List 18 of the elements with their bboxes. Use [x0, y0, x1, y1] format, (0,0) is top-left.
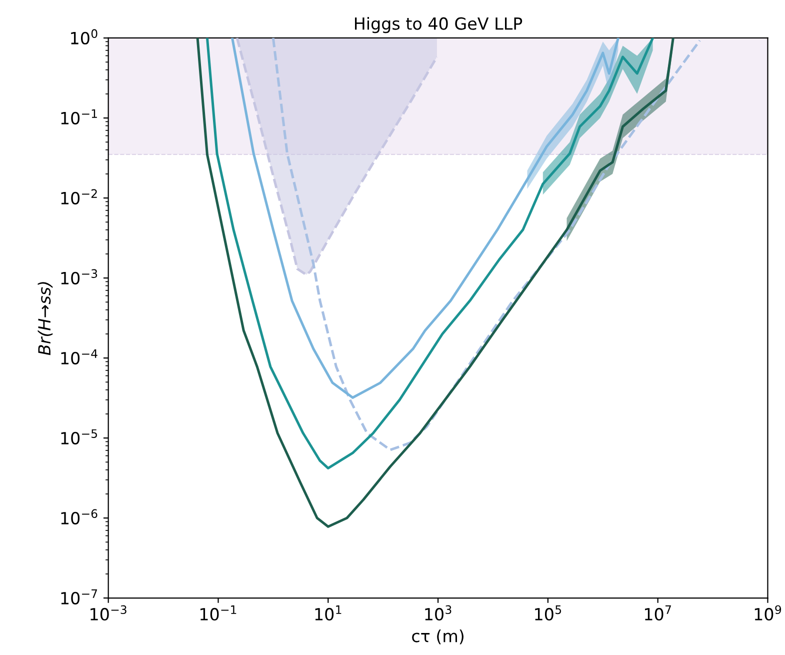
x-axis-title: cτ (m): [412, 629, 464, 644]
y-tick-label: 10$^{−6}$: [61, 509, 98, 524]
x-tick-label: 10$^{−1}$: [200, 605, 236, 621]
y-tick-label: 10$^{−4}$: [61, 349, 98, 364]
x-tick-label: 10$^{−3}$: [90, 605, 126, 621]
y-tick-label: 10$^{−5}$: [61, 429, 97, 444]
y-tick-label: 10$^{−1}$: [61, 109, 97, 124]
x-tick-label: 10$^{7}$: [644, 605, 671, 621]
y-tick-label: 10$^{0}$: [71, 29, 98, 44]
y-tick-label: 10$^{−3}$: [61, 269, 98, 284]
y-tick-label: 10$^{−2}$: [61, 189, 97, 204]
y-tick-label: 10$^{−7}$: [61, 589, 98, 604]
x-tick-label: 10$^{5}$: [535, 605, 562, 621]
x-tick-label: 10$^{1}$: [315, 605, 342, 621]
chart-title: Higgs to 40 GeV LLP: [355, 16, 522, 34]
y-axis-title: Br(H→ss): [38, 282, 53, 356]
x-tick-label: 10$^{3}$: [425, 605, 452, 621]
x-tick-label: 10$^{9}$: [754, 605, 782, 621]
